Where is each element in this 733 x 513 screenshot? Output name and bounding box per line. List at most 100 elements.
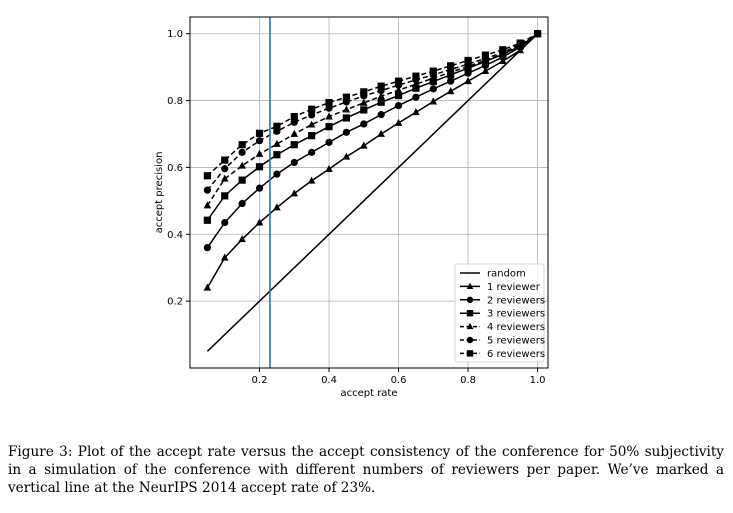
legend-label-3-reviewers: 3 reviewers — [487, 309, 545, 320]
data-point — [377, 82, 385, 90]
data-point — [273, 139, 281, 147]
x-axis-label: accept rate — [340, 388, 397, 399]
data-point — [290, 141, 298, 149]
data-point — [394, 77, 403, 85]
data-point — [273, 170, 281, 178]
data-point — [238, 199, 246, 208]
data-point — [360, 106, 368, 114]
data-point — [325, 164, 333, 172]
x-tick-label: 0.4 — [321, 375, 337, 386]
y-axis-label: accept precision — [154, 152, 165, 234]
data-point — [429, 77, 437, 86]
data-point — [325, 104, 333, 112]
legend: random 1 reviewer 2 reviewers 3 reviewers 4 … — [454, 263, 545, 363]
data-point — [255, 149, 264, 157]
x-tick-label: 0.6 — [391, 375, 407, 386]
data-point — [273, 151, 281, 159]
data-point — [290, 158, 298, 167]
legend-label-1-reviewer: 1 reviewer — [487, 282, 541, 293]
legend-marker-6-reviewers — [466, 350, 474, 357]
x-tick-label: 0.2 — [252, 375, 268, 386]
legend-label-2-reviewers: 2 reviewers — [487, 295, 545, 306]
data-point — [377, 129, 385, 137]
legend-marker-1-reviewer — [466, 282, 474, 289]
data-point — [377, 111, 385, 119]
series-1-reviewer — [203, 29, 542, 291]
y-tick-label: 0.6 — [167, 163, 183, 174]
data-point — [342, 93, 351, 101]
data-point — [238, 148, 246, 156]
data-point — [255, 218, 264, 226]
data-point — [221, 192, 229, 200]
data-point — [220, 253, 229, 261]
data-point — [325, 98, 333, 107]
legend-label-4-reviewers: 4 reviewers — [487, 322, 545, 333]
series-line-random — [206, 33, 539, 352]
data-point — [273, 122, 281, 130]
series-line-4-reviewers — [206, 33, 538, 206]
x-tick-label: 1.0 — [530, 375, 546, 386]
data-point — [221, 218, 229, 227]
data-point — [221, 165, 229, 173]
data-point — [499, 46, 507, 54]
data-point — [255, 129, 264, 137]
data-point — [464, 77, 472, 85]
legend-label-random: random — [487, 269, 526, 280]
data-point — [533, 30, 542, 38]
data-point — [255, 163, 264, 171]
y-tick-label: 0.4 — [167, 230, 183, 241]
data-point — [290, 189, 299, 197]
legend-label-5-reviewers: 5 reviewers — [487, 336, 545, 347]
data-point — [447, 77, 455, 85]
line-chart: 0.2 0.4 0.6 0.8 1.0 0.2 0.4 0.6 0.8 1.0 accept ra… — [154, 16, 549, 399]
y-tick-label: 0.8 — [167, 96, 183, 107]
data-point — [290, 118, 298, 126]
data-point — [203, 283, 212, 291]
data-point — [220, 174, 229, 182]
data-point — [308, 148, 316, 156]
data-point — [360, 88, 368, 96]
legend-marker-2-reviewers — [466, 296, 474, 303]
data-point — [394, 101, 403, 110]
data-point — [203, 244, 211, 252]
data-point — [377, 92, 385, 100]
data-point — [325, 123, 333, 131]
data-point — [342, 152, 351, 160]
data-point — [203, 172, 211, 180]
data-point — [516, 39, 524, 47]
figure-caption: Figure 3: Plot of the accept rate versus… — [8, 444, 724, 496]
data-point — [412, 84, 420, 92]
axis-ticks: 0.2 0.4 0.6 0.8 1.0 0.2 0.4 0.6 0.8 1.0 — [167, 29, 545, 386]
data-point — [360, 141, 368, 149]
data-point — [308, 105, 316, 113]
data-point — [290, 113, 298, 121]
data-point — [203, 201, 212, 209]
data-point — [394, 86, 403, 94]
legend-marker-5-reviewers — [466, 336, 474, 344]
series-5-reviewers — [203, 30, 542, 194]
data-point — [221, 156, 229, 164]
data-point — [412, 72, 420, 80]
data-point — [429, 97, 438, 105]
data-point — [377, 98, 385, 106]
data-point — [273, 203, 281, 211]
y-tick-label: 0.2 — [167, 297, 183, 308]
data-point — [464, 56, 472, 65]
data-point — [238, 141, 246, 149]
series-line-1-reviewer — [206, 33, 539, 289]
data-point — [481, 51, 490, 59]
y-tick-label: 1.0 — [167, 29, 183, 40]
data-point — [412, 93, 420, 101]
data-point — [203, 216, 211, 224]
data-point — [342, 114, 351, 122]
data-point — [447, 62, 455, 70]
series-random — [206, 33, 539, 352]
data-point — [238, 235, 246, 243]
data-point — [203, 186, 211, 194]
data-point — [325, 112, 333, 120]
legend-box — [454, 263, 545, 363]
data-point — [325, 138, 333, 146]
data-point — [412, 80, 420, 88]
data-point — [429, 67, 437, 75]
